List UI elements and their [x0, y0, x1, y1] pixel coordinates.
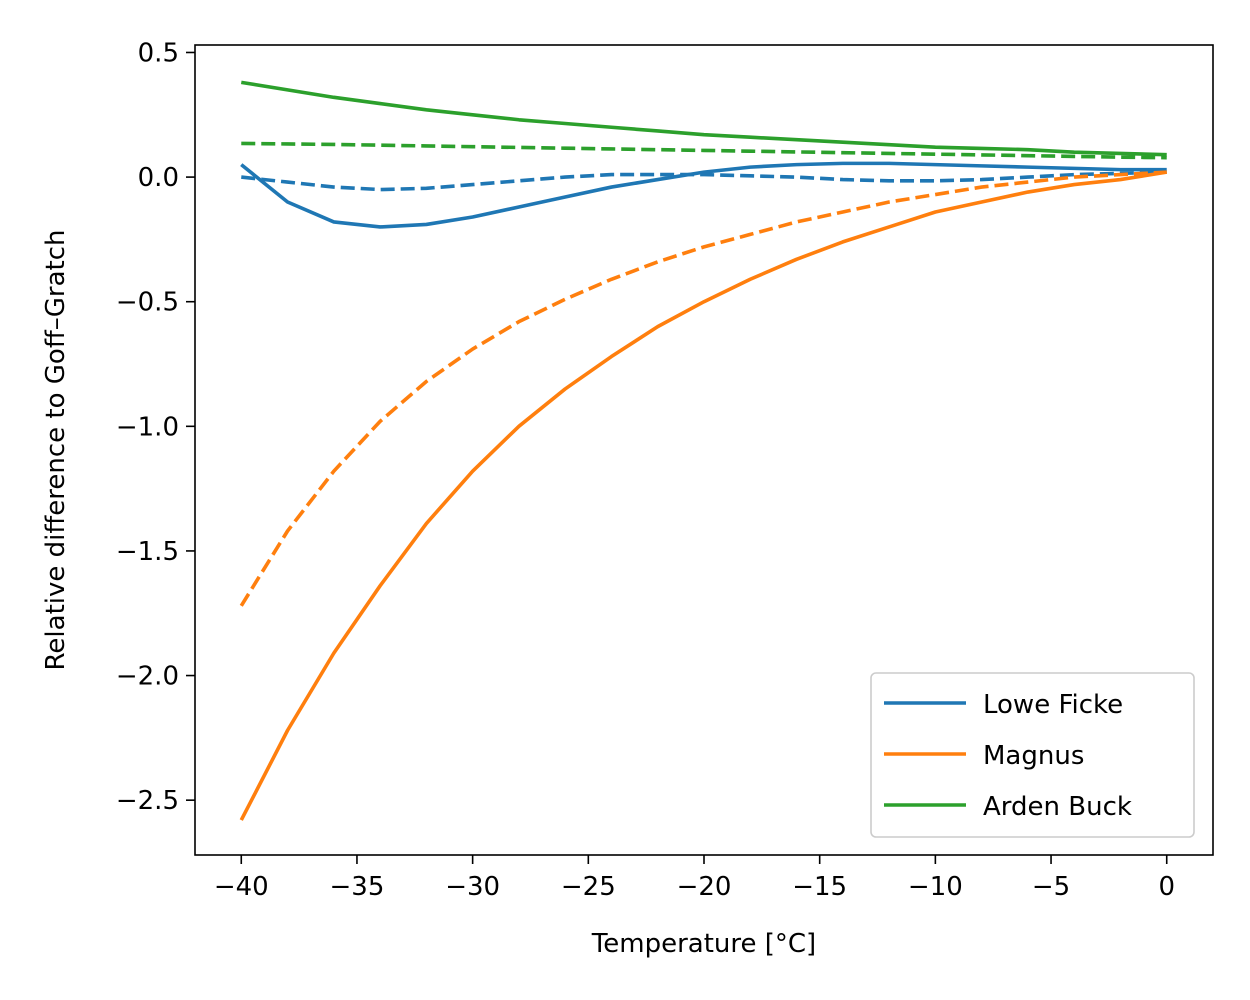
x-tick-label: −35 [330, 872, 385, 902]
series-layer [239, 80, 1168, 821]
y-tick-label: −1.0 [116, 412, 179, 442]
x-tick-label: −15 [792, 872, 847, 902]
series-line-0 [240, 161, 1167, 229]
y-tick-label: −0.5 [116, 288, 179, 318]
legend-entry: Arden Buck [983, 792, 1132, 822]
legend-entry: Magnus [983, 741, 1084, 771]
series-line-1 [241, 170, 1167, 192]
x-tick-label: −20 [677, 872, 732, 902]
x-tick-label: −40 [214, 872, 269, 902]
x-tick-label: −5 [1032, 872, 1070, 902]
series-line-2 [239, 170, 1168, 821]
y-tick-label: 0.0 [138, 163, 179, 193]
legend-entry: Lowe Ficke [983, 690, 1123, 720]
series-line-4 [240, 80, 1167, 157]
x-tick-label: −25 [561, 872, 616, 902]
x-axis: −40 −35 −30 −25 −20 −15 −10 −5 0 [214, 855, 1175, 902]
y-tick-label: −1.5 [116, 537, 179, 567]
y-tick-label: −2.0 [116, 662, 179, 692]
x-tick-label: 0 [1158, 872, 1175, 902]
series-line-3 [239, 170, 1167, 607]
legend: Lowe Ficke Magnus Arden Buck [870, 672, 1195, 838]
y-axis-label: Relative difference to Goff–Gratch [41, 230, 71, 671]
legend-frame [870, 672, 1195, 838]
y-axis: 0.5 0.0 −0.5 −1.0 −1.5 −2.0 −2.5 [116, 38, 195, 816]
series-line-5 [241, 141, 1167, 160]
x-tick-label: −30 [445, 872, 500, 902]
x-tick-label: −10 [908, 872, 963, 902]
x-axis-label: Temperature [°C] [591, 929, 816, 959]
y-tick-label: −2.5 [116, 786, 179, 816]
y-tick-label: 0.5 [138, 38, 179, 68]
